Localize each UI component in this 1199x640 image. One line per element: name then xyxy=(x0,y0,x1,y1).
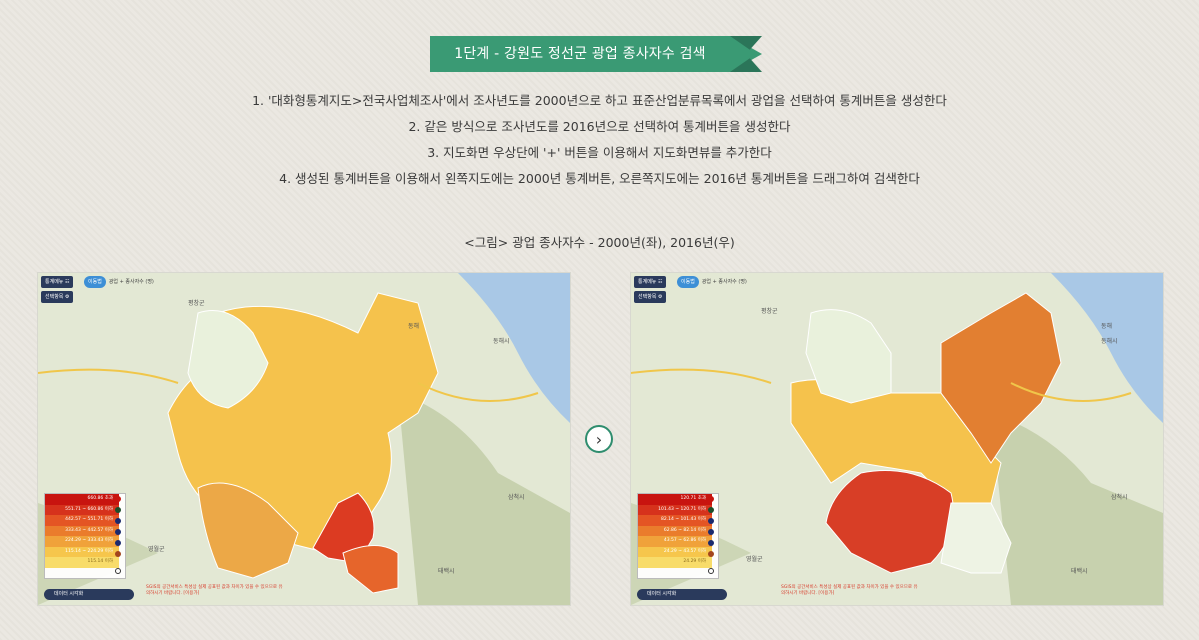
legend-color-icon[interactable] xyxy=(115,518,121,524)
legend: 120.71 초과 101.43 ~ 120.71 이하 82.14 ~ 101… xyxy=(637,493,719,579)
legend-row-7: 115.14 이하 xyxy=(45,557,119,568)
legend-color-icon[interactable] xyxy=(115,540,121,546)
figure-caption: <그림> 광업 종사자수 - 2000년(좌), 2016년(우) xyxy=(464,235,735,250)
legend-check-icon[interactable] xyxy=(708,496,714,502)
legend-row-5: 224.29 ~ 333.43 이하 xyxy=(45,536,119,547)
legend-row-1: 120.71 초과 xyxy=(638,494,712,505)
place-label-taebaek: 태백시 xyxy=(438,567,455,575)
gear-icon: ⚙ xyxy=(658,294,663,300)
next-button[interactable]: › xyxy=(585,425,613,453)
region-sw[interactable] xyxy=(197,482,299,579)
legend: 660.86 초과 551.71 ~ 660.86 이하 442.57 ~ 55… xyxy=(44,493,126,579)
sea-area xyxy=(458,273,570,423)
crumb-pill[interactable]: 이동법 xyxy=(677,276,699,288)
legend-color-icon[interactable] xyxy=(708,529,714,535)
region-red[interactable] xyxy=(312,492,375,564)
legend-row-2: 551.71 ~ 660.86 이하 xyxy=(45,504,119,515)
breadcrumb: 이동법 광업 + 종사자수 (명) xyxy=(677,276,747,288)
title-ribbon: 1단계 - 강원도 정선군 광업 종사자수 검색 xyxy=(430,36,762,72)
select-item-label: 선택항목 xyxy=(638,294,657,300)
step-2: 2. 같은 방식으로 조사년도를 2016년으로 선택하여 통계버튼을 생성한다 xyxy=(408,119,791,134)
place-label-donghae-2: 동해 xyxy=(1101,322,1112,330)
sea-area xyxy=(1051,273,1163,423)
data-visualization-label: 데이터 시각화 xyxy=(647,591,677,597)
legend-color-icon[interactable] xyxy=(708,540,714,546)
legend-row-2: 101.43 ~ 120.71 이하 xyxy=(638,504,712,515)
page-title: 1단계 - 강원도 정선군 광업 종사자수 검색 xyxy=(454,46,706,62)
place-label-donghae: 동해시 xyxy=(493,337,510,345)
data-visualization-button[interactable]: 데이터 시각화 xyxy=(637,589,727,600)
legend-row-1: 660.86 초과 xyxy=(45,494,119,505)
stats-menu-button[interactable]: 통계메뉴 ☷ xyxy=(634,276,667,288)
legend-note: SGIS의 공간서비스 특성상 실제 공표된 값과 차이가 있을 수 있으므로 … xyxy=(146,585,283,596)
ribbon-shape xyxy=(430,36,762,72)
legend-row-4: 333.43 ~ 442.57 이하 xyxy=(45,525,119,536)
place-label-samcheok: 삼척시 xyxy=(1111,493,1128,501)
map-2016-canvas: 평창군 동해시 삼척시 영월군 태백시 동해 xyxy=(631,273,1163,605)
legend-check-icon[interactable] xyxy=(115,496,121,502)
data-visualization-label: 데이터 시각화 xyxy=(54,591,84,597)
crumb-pill[interactable]: 이동법 xyxy=(84,276,106,288)
legend-color-icon[interactable] xyxy=(115,551,121,557)
chevron-right-icon: › xyxy=(595,429,603,449)
map-2016[interactable]: 평창군 동해시 삼척시 영월군 태백시 동해 통계메뉴 ☷ 선택항목 ⚙ 이동법… xyxy=(630,272,1164,606)
legend-color-icon[interactable] xyxy=(708,551,714,557)
place-label-samcheok: 삼척시 xyxy=(508,493,525,501)
instruction-steps: 1. '대화형통계지도>전국사업체조사'에서 조사년도를 2000년으로 하고 … xyxy=(0,88,1199,192)
legend-row-6: 24.29 ~ 43.57 이하 xyxy=(638,546,712,557)
region-light-nw[interactable] xyxy=(805,309,892,404)
stats-menu-label: 통계메뉴 xyxy=(638,279,657,285)
place-label-yeongwol: 영월군 xyxy=(148,545,165,553)
select-item-button[interactable]: 선택항목 ⚙ xyxy=(634,291,667,303)
step-3: 3. 지도화면 우상단에 '+' 버튼을 이용해서 지도화면뷰를 추가한다 xyxy=(427,145,772,160)
step-1: 1. '대화형통계지도>전국사업체조사'에서 조사년도를 2000년으로 하고 … xyxy=(252,93,947,108)
legend-color-icon[interactable] xyxy=(708,518,714,524)
place-label-donghae-2: 동해 xyxy=(408,322,419,330)
stats-menu-button[interactable]: 통계메뉴 ☷ xyxy=(41,276,74,288)
map-2000[interactable]: 평창군 동해시 삼척시 영월군 태백시 동해 통계메뉴 ☷ 선택항목 ⚙ 이동법… xyxy=(37,272,571,606)
step-4: 4. 생성된 통계버튼을 이용해서 왼쪽지도에는 2000년 통계버튼, 오른쪽… xyxy=(279,171,920,186)
grid-icon: ☷ xyxy=(658,279,663,285)
legend-color-icon[interactable] xyxy=(708,507,714,513)
legend-reset-icon[interactable] xyxy=(708,568,714,574)
region-ne[interactable] xyxy=(940,292,1062,464)
place-label-pyeongchang: 평창군 xyxy=(188,299,205,307)
data-visualization-button[interactable]: 데이터 시각화 xyxy=(44,589,134,600)
legend-row-7: 24.29 이하 xyxy=(638,557,712,568)
select-item-button[interactable]: 선택항목 ⚙ xyxy=(41,291,74,303)
legend-reset-icon[interactable] xyxy=(115,568,121,574)
gear-icon: ⚙ xyxy=(65,294,70,300)
region-light-se[interactable] xyxy=(940,502,1012,574)
place-label-taebaek: 태백시 xyxy=(1071,567,1088,575)
legend-color-icon[interactable] xyxy=(115,507,121,513)
legend-row-5: 43.57 ~ 62.86 이하 xyxy=(638,536,712,547)
grid-icon: ☷ xyxy=(65,279,70,285)
select-item-label: 선택항목 xyxy=(45,294,64,300)
legend-row-3: 442.57 ~ 551.71 이하 xyxy=(45,515,119,526)
place-label-pyeongchang: 평창군 xyxy=(761,307,778,315)
legend-row-4: 62.86 ~ 82.14 이하 xyxy=(638,525,712,536)
legend-row-6: 115.14 ~ 224.29 이하 xyxy=(45,546,119,557)
region-light[interactable] xyxy=(187,310,269,409)
crumb-text: 광업 + 종사자수 (명) xyxy=(701,279,747,285)
region-orange[interactable] xyxy=(342,545,399,594)
crumb-text: 광업 + 종사자수 (명) xyxy=(108,279,154,285)
breadcrumb: 이동법 광업 + 종사자수 (명) xyxy=(84,276,154,288)
legend-color-icon[interactable] xyxy=(115,529,121,535)
place-label-yeongwol: 영월군 xyxy=(746,555,763,563)
place-label-donghae: 동해시 xyxy=(1101,337,1118,345)
legend-note: SGIS의 공간서비스 특성상 실제 공표된 값과 차이가 있을 수 있으므로 … xyxy=(781,585,918,596)
legend-row-3: 82.14 ~ 101.43 이하 xyxy=(638,515,712,526)
stats-menu-label: 통계메뉴 xyxy=(45,279,64,285)
